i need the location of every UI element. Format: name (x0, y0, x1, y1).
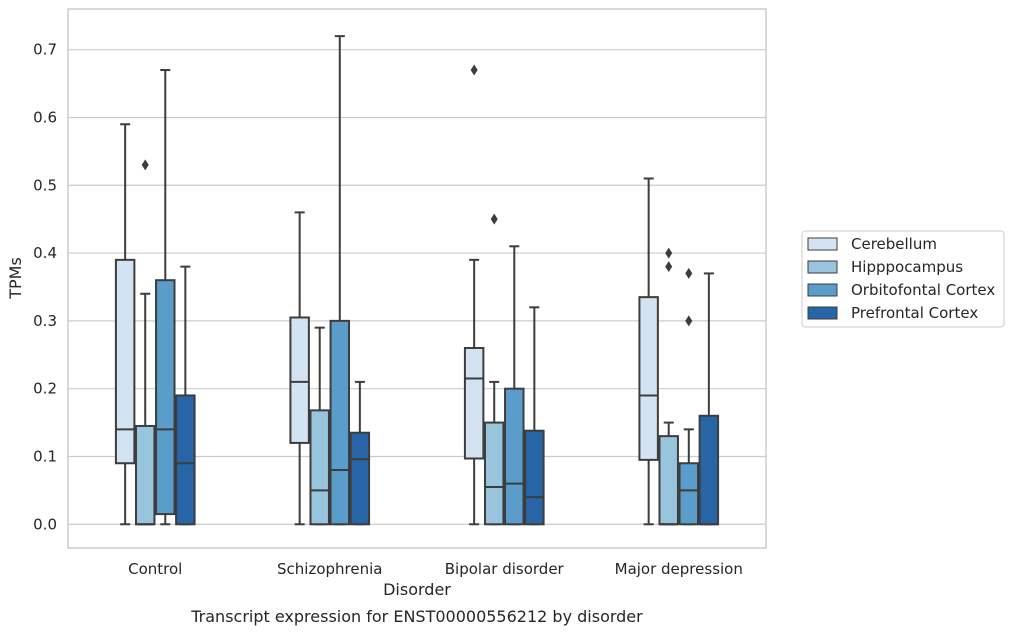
outlier-point (685, 315, 693, 327)
legend-swatch (807, 306, 838, 320)
box (349, 431, 371, 526)
legend-label: Orbitofontal Cortex (851, 281, 995, 299)
box (134, 424, 156, 526)
box-group (309, 326, 330, 526)
legend-label: Cerebellum (851, 235, 937, 253)
x-tick-label: Schizophrenia (277, 560, 382, 578)
y-tick-label: 0.5 (33, 176, 57, 194)
box-plots (114, 35, 720, 526)
y-tick-label: 0.3 (33, 312, 57, 330)
y-tick-label: 0.1 (33, 447, 57, 465)
plot-frame (67, 8, 767, 549)
box (658, 435, 679, 526)
outlier-point (490, 213, 498, 225)
box-group (524, 306, 545, 526)
legend-label: Prefrontal Cortex (851, 304, 978, 322)
box-group (504, 245, 525, 526)
y-tick-label: 0.4 (33, 244, 57, 262)
legend-label: Hipppocampus (851, 258, 963, 276)
box (309, 409, 330, 526)
y-axis-ticks: 0.0 0.1 0.2 0.3 0.4 0.5 0.6 0.7 (33, 41, 57, 534)
box (289, 316, 310, 444)
box-group (678, 267, 700, 526)
outlier-point (141, 159, 149, 171)
x-tick-label: Major depression (615, 560, 743, 578)
box (638, 296, 659, 461)
x-tick-label: Control (128, 560, 182, 578)
x-axis-ticks: Control Schizophrenia Bipolar disorder Majo… (128, 560, 743, 578)
box (114, 258, 136, 465)
box (329, 319, 351, 526)
y-axis-label: TPMs (6, 257, 25, 300)
legend-swatch (807, 283, 838, 297)
legend-frame (801, 230, 1005, 328)
box-group (155, 69, 176, 526)
box (698, 414, 720, 526)
box-group (638, 177, 659, 526)
legend-swatch (807, 237, 838, 251)
box-group (658, 247, 679, 526)
legend-swatch (807, 260, 838, 274)
box (504, 387, 525, 526)
box-group (114, 123, 136, 526)
box-group (698, 272, 720, 526)
chart-caption: Transcript expression for ENST0000055621… (190, 607, 643, 626)
box-group (289, 211, 310, 526)
x-tick-label: Bipolar disorder (445, 560, 565, 578)
box-group (463, 64, 485, 526)
box-group (329, 35, 351, 526)
legend: Cerebellum Hipppocampus Orbitofontal Corte… (801, 230, 1005, 328)
x-axis-label: Disorder (383, 580, 451, 599)
box-group (483, 213, 505, 526)
box (524, 429, 545, 526)
outlier-point (665, 261, 673, 273)
box (678, 462, 700, 526)
outlier-point (685, 267, 693, 279)
y-tick-label: 0.0 (33, 515, 57, 533)
box (175, 394, 196, 526)
box-group (349, 380, 371, 526)
box (483, 421, 505, 526)
box (463, 346, 485, 460)
y-tick-label: 0.6 (33, 108, 57, 126)
box-group (175, 265, 196, 526)
box-group (134, 159, 156, 526)
y-tick-label: 0.2 (33, 380, 57, 398)
outlier-point (665, 247, 673, 259)
outlier-point (470, 64, 478, 76)
y-tick-label: 0.7 (33, 41, 57, 59)
box (155, 279, 176, 516)
